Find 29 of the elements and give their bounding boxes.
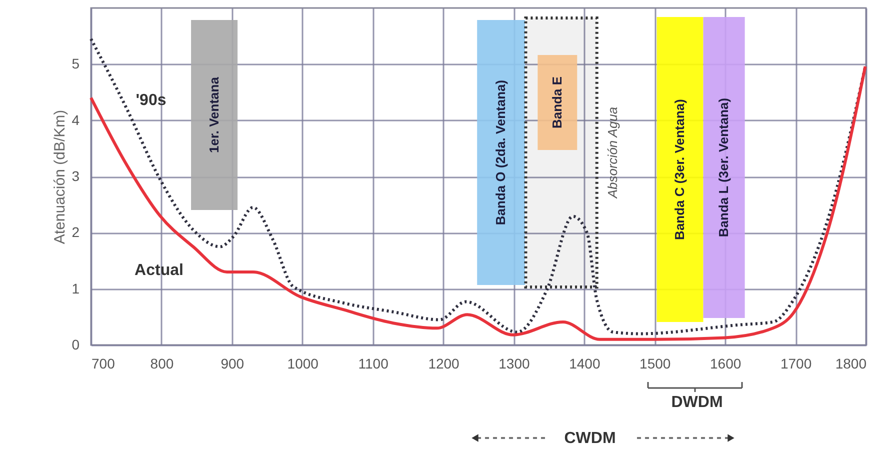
- series-label: '90s: [136, 92, 166, 109]
- x-tick-label: 1400: [569, 356, 600, 372]
- x-tick-label: 800: [150, 356, 174, 372]
- text: DWDM: [671, 394, 723, 411]
- x-tick-label: 1000: [287, 356, 319, 372]
- band-label: Banda O (2da. Ventana): [493, 80, 508, 226]
- text: CWDM: [564, 430, 616, 447]
- band-label: Absorción Agua: [604, 106, 620, 200]
- band-label: Banda E: [549, 76, 564, 129]
- x-tick-label: 1600: [710, 356, 742, 372]
- y-axis-title: Atenuación (dB/Km): [52, 110, 69, 244]
- y-tick-label: 1: [72, 280, 80, 296]
- x-tick-label: 700: [92, 356, 116, 372]
- band-label: Banda L (3er. Ventana): [716, 98, 732, 238]
- y-tick-label: 0: [72, 336, 80, 352]
- y-tick-label: 2: [72, 224, 80, 240]
- y-tick-label: 3: [72, 168, 80, 184]
- series-label: Actual: [134, 262, 184, 279]
- x-tick-label: 1100: [358, 356, 389, 372]
- x-tick-label: 900: [220, 356, 244, 372]
- x-tick-label: 1200: [428, 356, 460, 372]
- x-tick-label: 1500: [640, 356, 671, 372]
- x-tick-label: 1700: [780, 356, 812, 372]
- y-tick-label: 4: [72, 112, 80, 128]
- y-tick-label: 5: [72, 56, 80, 72]
- band-label: Banda C (3er. Ventana): [672, 99, 687, 240]
- x-tick-label: 1800: [835, 356, 867, 372]
- x-tick-label: 1300: [498, 356, 530, 372]
- band-label: 1er. Ventana: [206, 76, 222, 153]
